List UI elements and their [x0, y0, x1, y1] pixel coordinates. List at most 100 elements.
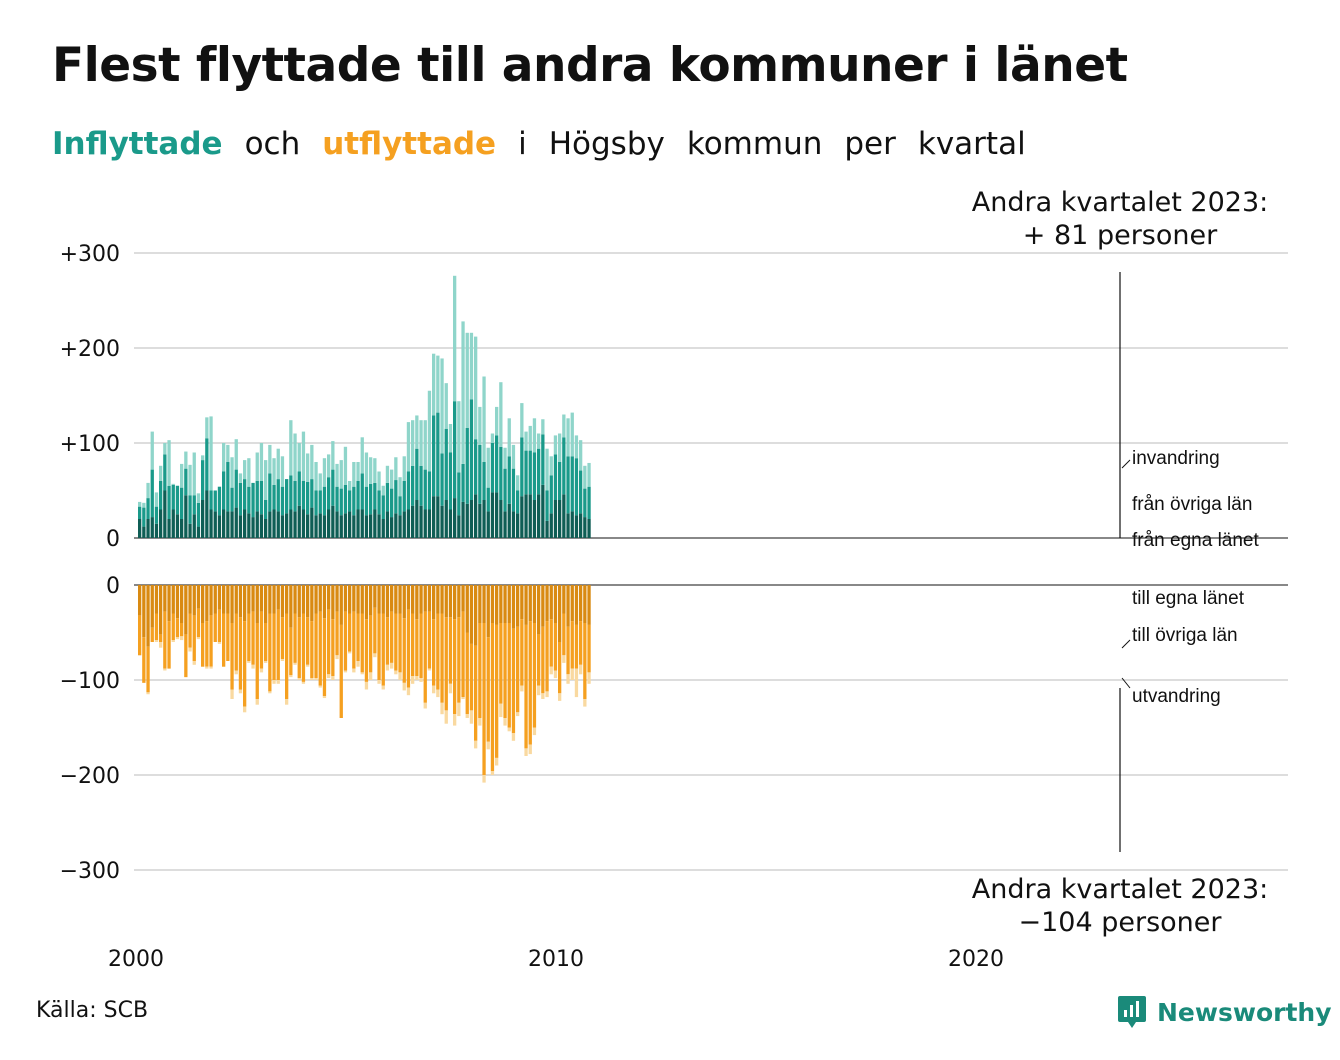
bar-out	[360, 613, 364, 673]
bar-out	[327, 674, 331, 679]
bar-in	[373, 509, 377, 538]
bar-out	[427, 668, 432, 671]
bar-out	[318, 585, 322, 612]
bar-in	[138, 506, 142, 519]
bar-in	[478, 444, 482, 504]
bar-in	[293, 481, 297, 512]
bar-in	[226, 462, 230, 512]
bar-out	[373, 653, 377, 658]
bar-in	[146, 519, 150, 538]
bar-in	[549, 513, 553, 538]
bar-out	[520, 685, 524, 692]
bar-in	[495, 492, 499, 538]
bar-out	[289, 585, 293, 628]
bar-in	[163, 490, 167, 538]
bar-in	[427, 471, 432, 510]
bar-in	[390, 469, 394, 489]
bar-in	[545, 448, 549, 491]
bar-in	[423, 469, 427, 510]
bar-in	[558, 500, 562, 538]
bar-in	[301, 481, 306, 510]
bar-in	[528, 425, 532, 451]
bar-out	[318, 685, 322, 688]
bar-in	[154, 523, 159, 538]
bar-in	[339, 515, 343, 538]
bar-out	[213, 585, 217, 614]
annotation-bottom-line1: Andra kvartalet 2023:	[971, 874, 1269, 905]
bar-out	[247, 613, 251, 661]
bar-in	[461, 463, 465, 502]
bar-out	[348, 613, 352, 652]
bar-out	[196, 608, 201, 638]
bar-out	[419, 678, 423, 682]
bar-out	[276, 609, 280, 680]
newsworthy-logo: Newsworthy	[1117, 994, 1332, 1030]
bar-in	[381, 519, 385, 538]
bar-in	[175, 485, 180, 515]
bar-out	[432, 585, 436, 620]
bar-out	[180, 585, 184, 623]
bar-out	[243, 706, 247, 713]
legend-label-out: till egna länet	[1132, 588, 1245, 609]
bar-out	[285, 613, 289, 699]
bar-in	[150, 517, 154, 538]
bar-out	[427, 585, 432, 612]
bar-in	[474, 494, 478, 538]
bar-in	[335, 463, 339, 487]
bar-in	[314, 462, 318, 491]
bar-out	[268, 613, 272, 692]
bar-out	[385, 585, 390, 618]
bar-in	[457, 515, 461, 538]
bar-out	[390, 585, 394, 612]
bar-in	[478, 503, 482, 538]
annotation-bottom: Andra kvartalet 2023: −104 personer	[950, 873, 1290, 939]
bar-in	[394, 457, 398, 481]
bar-out	[364, 619, 369, 682]
bar-out	[264, 623, 268, 661]
bar-out	[150, 585, 154, 628]
bar-in	[234, 469, 238, 508]
bar-out	[301, 585, 306, 614]
bar-out	[213, 613, 217, 642]
bar-in	[352, 515, 356, 538]
bar-out	[322, 696, 327, 699]
bar-out	[272, 585, 276, 614]
bar-out	[566, 585, 570, 627]
bar-out	[146, 692, 150, 695]
bar-in	[398, 515, 402, 538]
bar-out	[339, 585, 343, 625]
bar-in	[188, 495, 192, 524]
bar-in	[255, 481, 259, 512]
bar-in	[201, 460, 205, 500]
bar-in	[465, 332, 469, 428]
bar-in	[465, 427, 469, 504]
bar-out	[385, 617, 390, 665]
bar-out	[469, 643, 474, 711]
bar-out	[553, 585, 558, 623]
bar-in	[423, 420, 427, 470]
bar-out	[159, 634, 163, 642]
bar-in	[507, 418, 511, 457]
bar-out	[503, 718, 507, 726]
bar-out	[448, 617, 453, 684]
bar-out	[574, 585, 579, 625]
bar-in	[264, 460, 268, 500]
bar-in	[306, 481, 310, 515]
bar-in	[159, 509, 163, 538]
bar-in	[230, 511, 234, 538]
bar-out	[432, 685, 436, 694]
bar-in	[583, 488, 587, 518]
bar-in	[356, 481, 360, 510]
legend-leader	[1121, 677, 1131, 689]
annotation-top: Andra kvartalet 2023: + 81 personer	[950, 186, 1290, 252]
bar-in	[436, 412, 440, 497]
bar-out	[247, 585, 251, 614]
bar-out	[440, 585, 444, 614]
bar-in	[469, 500, 474, 538]
bar-in	[457, 401, 461, 473]
bar-out	[486, 585, 490, 638]
bar-out	[478, 718, 482, 726]
bar-out	[482, 623, 486, 775]
bar-in	[289, 475, 293, 510]
bar-in	[419, 465, 423, 506]
